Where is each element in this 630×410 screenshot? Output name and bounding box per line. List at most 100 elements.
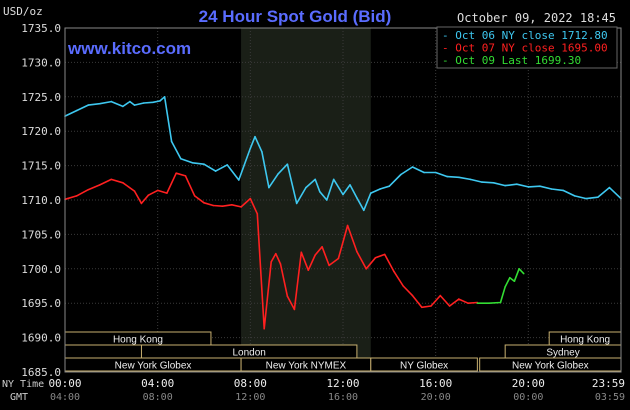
series-1-point: [159, 100, 161, 102]
series-3-point: [513, 280, 516, 283]
unit-label: USD/oz: [3, 5, 43, 18]
y-tick-label: 1720.0: [21, 125, 61, 138]
y-tick-label: 1710.0: [21, 194, 61, 207]
y-axis: 1735.0 1730.0 1725.0 1720.0 1715.0 1710.0 1705…: [21, 22, 61, 379]
session-label: London: [232, 348, 265, 359]
x-tick-label-ny: 12:00: [326, 377, 359, 390]
series-1-point: [203, 163, 205, 165]
series-1-point: [400, 173, 402, 176]
series-2-point: [140, 202, 143, 205]
x-tick-label-ny: 04:00: [141, 377, 174, 390]
series-2-point: [421, 306, 423, 309]
series-2-point: [430, 305, 432, 307]
date-label: October 09, 2022 18:45: [457, 11, 616, 25]
series-1-point: [539, 185, 541, 187]
series-2-point: [346, 224, 349, 227]
series-2-point: [467, 302, 469, 305]
x-tick-label-gmt: 20:00: [421, 392, 451, 403]
y-tick-label: 1690.0: [21, 332, 61, 345]
series-1-point: [319, 190, 321, 193]
series-2-point: [184, 175, 187, 177]
y-tick-label: 1700.0: [21, 263, 61, 276]
series-3-point: [504, 285, 507, 288]
watermark: www.kitco.com: [67, 39, 191, 58]
series-1-point: [122, 105, 124, 108]
series-1-point: [87, 104, 89, 106]
series-1-point: [286, 163, 289, 165]
series-1-point: [152, 101, 154, 104]
series-2-point: [300, 251, 303, 254]
x-tick-label-ny: 08:00: [234, 377, 267, 390]
session-label: New York Globex: [115, 361, 192, 372]
series-line-1: [64, 96, 622, 212]
session-label: New York Globex: [512, 361, 589, 372]
series-1-point: [446, 175, 449, 178]
series-1-point: [180, 157, 182, 160]
series-3-point: [509, 276, 511, 279]
series-2-point: [256, 213, 259, 215]
series-2-point: [458, 298, 460, 300]
series-2-point: [328, 264, 330, 267]
series-line-3: [477, 267, 525, 305]
series-2-point: [156, 189, 159, 192]
session-box: [370, 357, 478, 372]
y-tick-label: 1695.0: [21, 297, 61, 310]
series-2-point: [75, 195, 78, 197]
series-1-point: [249, 147, 252, 150]
series-3-point: [488, 302, 490, 305]
series-1-point: [608, 186, 611, 189]
series-2-point: [365, 268, 368, 270]
series-1-point: [268, 186, 270, 189]
x-tick-label-gmt: 04:00: [50, 392, 80, 403]
series-1-point: [163, 96, 166, 98]
series-2-point: [263, 327, 266, 330]
series-2-point: [221, 205, 224, 207]
series-1-point: [481, 181, 483, 183]
series-2-point: [314, 254, 317, 256]
series-1-point: [305, 186, 307, 189]
series-1-point: [314, 178, 317, 181]
series-1-point: [170, 140, 173, 143]
series-2-point: [193, 195, 196, 197]
series-2-point: [122, 182, 124, 184]
series-1-point: [238, 179, 240, 181]
series-1-point: [597, 196, 599, 198]
series-line-2: [64, 172, 478, 330]
series-2-point: [374, 257, 377, 259]
series-2-point: [249, 197, 252, 200]
y-tick-label: 1705.0: [21, 228, 61, 241]
series-1-point: [516, 183, 518, 185]
series-1-point: [342, 193, 344, 196]
x-tick-label-ny: 16:00: [419, 377, 452, 390]
series-2-point: [293, 308, 296, 311]
series-2-point: [99, 184, 101, 186]
series-1-point: [492, 182, 495, 184]
series-2-point: [448, 305, 451, 307]
series-1-point: [363, 209, 365, 212]
series-1-point: [332, 178, 335, 181]
series-2-point: [212, 204, 215, 207]
series-1-point: [143, 102, 145, 104]
gmt-row-label: GMT: [10, 392, 28, 403]
series-3-point: [522, 272, 525, 275]
session-label: Hong Kong: [560, 335, 610, 346]
y-tick-label: 1730.0: [21, 56, 61, 69]
series-1-point: [226, 164, 228, 166]
series-1-point: [129, 100, 131, 103]
y-tick-label: 1725.0: [21, 91, 61, 104]
series-2-point: [411, 294, 414, 297]
x-axis: 00:00 04:00 08:00 12:00 16:00 20:00 23:59 04:00…: [48, 377, 625, 403]
series-2-point: [133, 190, 136, 192]
series-2-point: [166, 192, 168, 194]
series-2-point: [356, 250, 358, 253]
series-2-point: [110, 178, 113, 181]
series-1-point: [75, 109, 78, 112]
series-2-point: [321, 246, 323, 248]
series-1-point: [133, 104, 136, 106]
series-1-point: [562, 189, 564, 192]
y-tick-label: 1735.0: [21, 22, 61, 35]
series-1-point: [356, 197, 358, 199]
series-1-point: [110, 100, 113, 103]
series-2-point: [87, 188, 89, 191]
